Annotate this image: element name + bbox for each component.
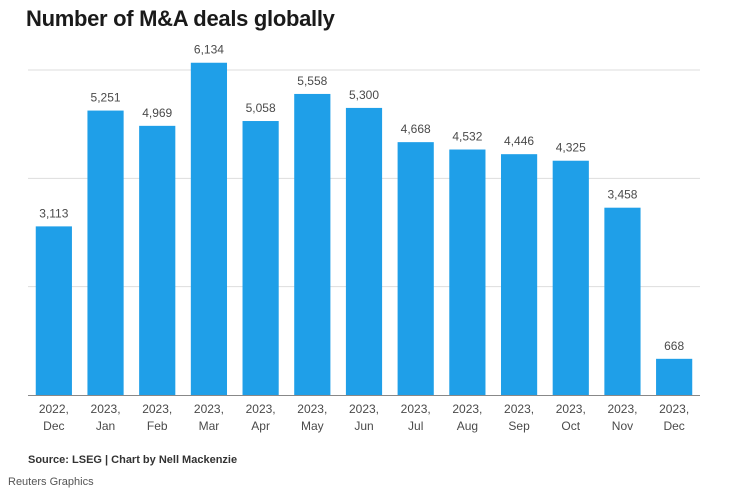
bars [35,62,693,396]
x-tick-label: 2023, Nov [607,402,637,433]
bar [604,207,641,395]
value-labels: 3,113 5,251 4,969 6,134 5,058 5,558 5,300 4,668… [39,43,684,353]
bar-value-label: 5,058 [246,101,276,115]
x-tick-labels: 2022, Dec 2023, Jan 2023, Feb 2023, Mar 2023, Apr… [39,402,689,433]
bar-value-label: 3,113 [39,206,68,220]
x-tick-label: 2023, Mar [194,402,224,433]
source-note: Source: LSEG | Chart by Nell Mackenzie [28,454,238,466]
bar [397,142,434,395]
bar [190,62,228,395]
bar [656,358,693,395]
bar [35,226,72,395]
x-tick-label: 2023, Jul [401,402,431,433]
bar-value-label: 5,251 [91,91,121,105]
credit-note: Reuters Graphics [8,476,94,488]
x-tick-label: 2023, Jan [91,402,121,433]
bar [294,93,331,396]
bar [449,149,486,395]
bar-value-label: 4,532 [452,130,482,144]
bar-value-label: 6,134 [194,43,224,57]
bar [139,125,176,396]
bar-value-label: 5,300 [349,88,379,102]
chart-title: Number of M&A deals globally [26,6,335,31]
x-tick-label: 2023, Aug [452,402,482,433]
x-tick-label: 2023, Apr [246,402,276,433]
bar [345,107,383,396]
x-tick-label: 2023, Jun [349,402,379,433]
x-tick-label: 2023, May [297,402,327,433]
bar-value-label: 668 [664,339,684,353]
bar-value-label: 4,446 [504,134,534,148]
bar-value-label: 4,668 [401,122,431,136]
bar [242,121,279,396]
bar [87,110,124,395]
bar [552,160,589,395]
x-tick-label: 2023, Feb [142,402,172,433]
bar-value-label: 5,558 [297,74,327,88]
bar-value-label: 3,458 [607,188,637,202]
bar-value-label: 4,969 [142,106,172,120]
bar-value-label: 4,325 [556,141,586,155]
bar [500,154,538,395]
x-tick-label: 2023, Dec [659,402,689,433]
x-tick-label: 2023, Sep [504,402,534,433]
x-tick-label: 2022, Dec [39,402,69,433]
x-tick-label: 2023, Oct [556,402,586,433]
